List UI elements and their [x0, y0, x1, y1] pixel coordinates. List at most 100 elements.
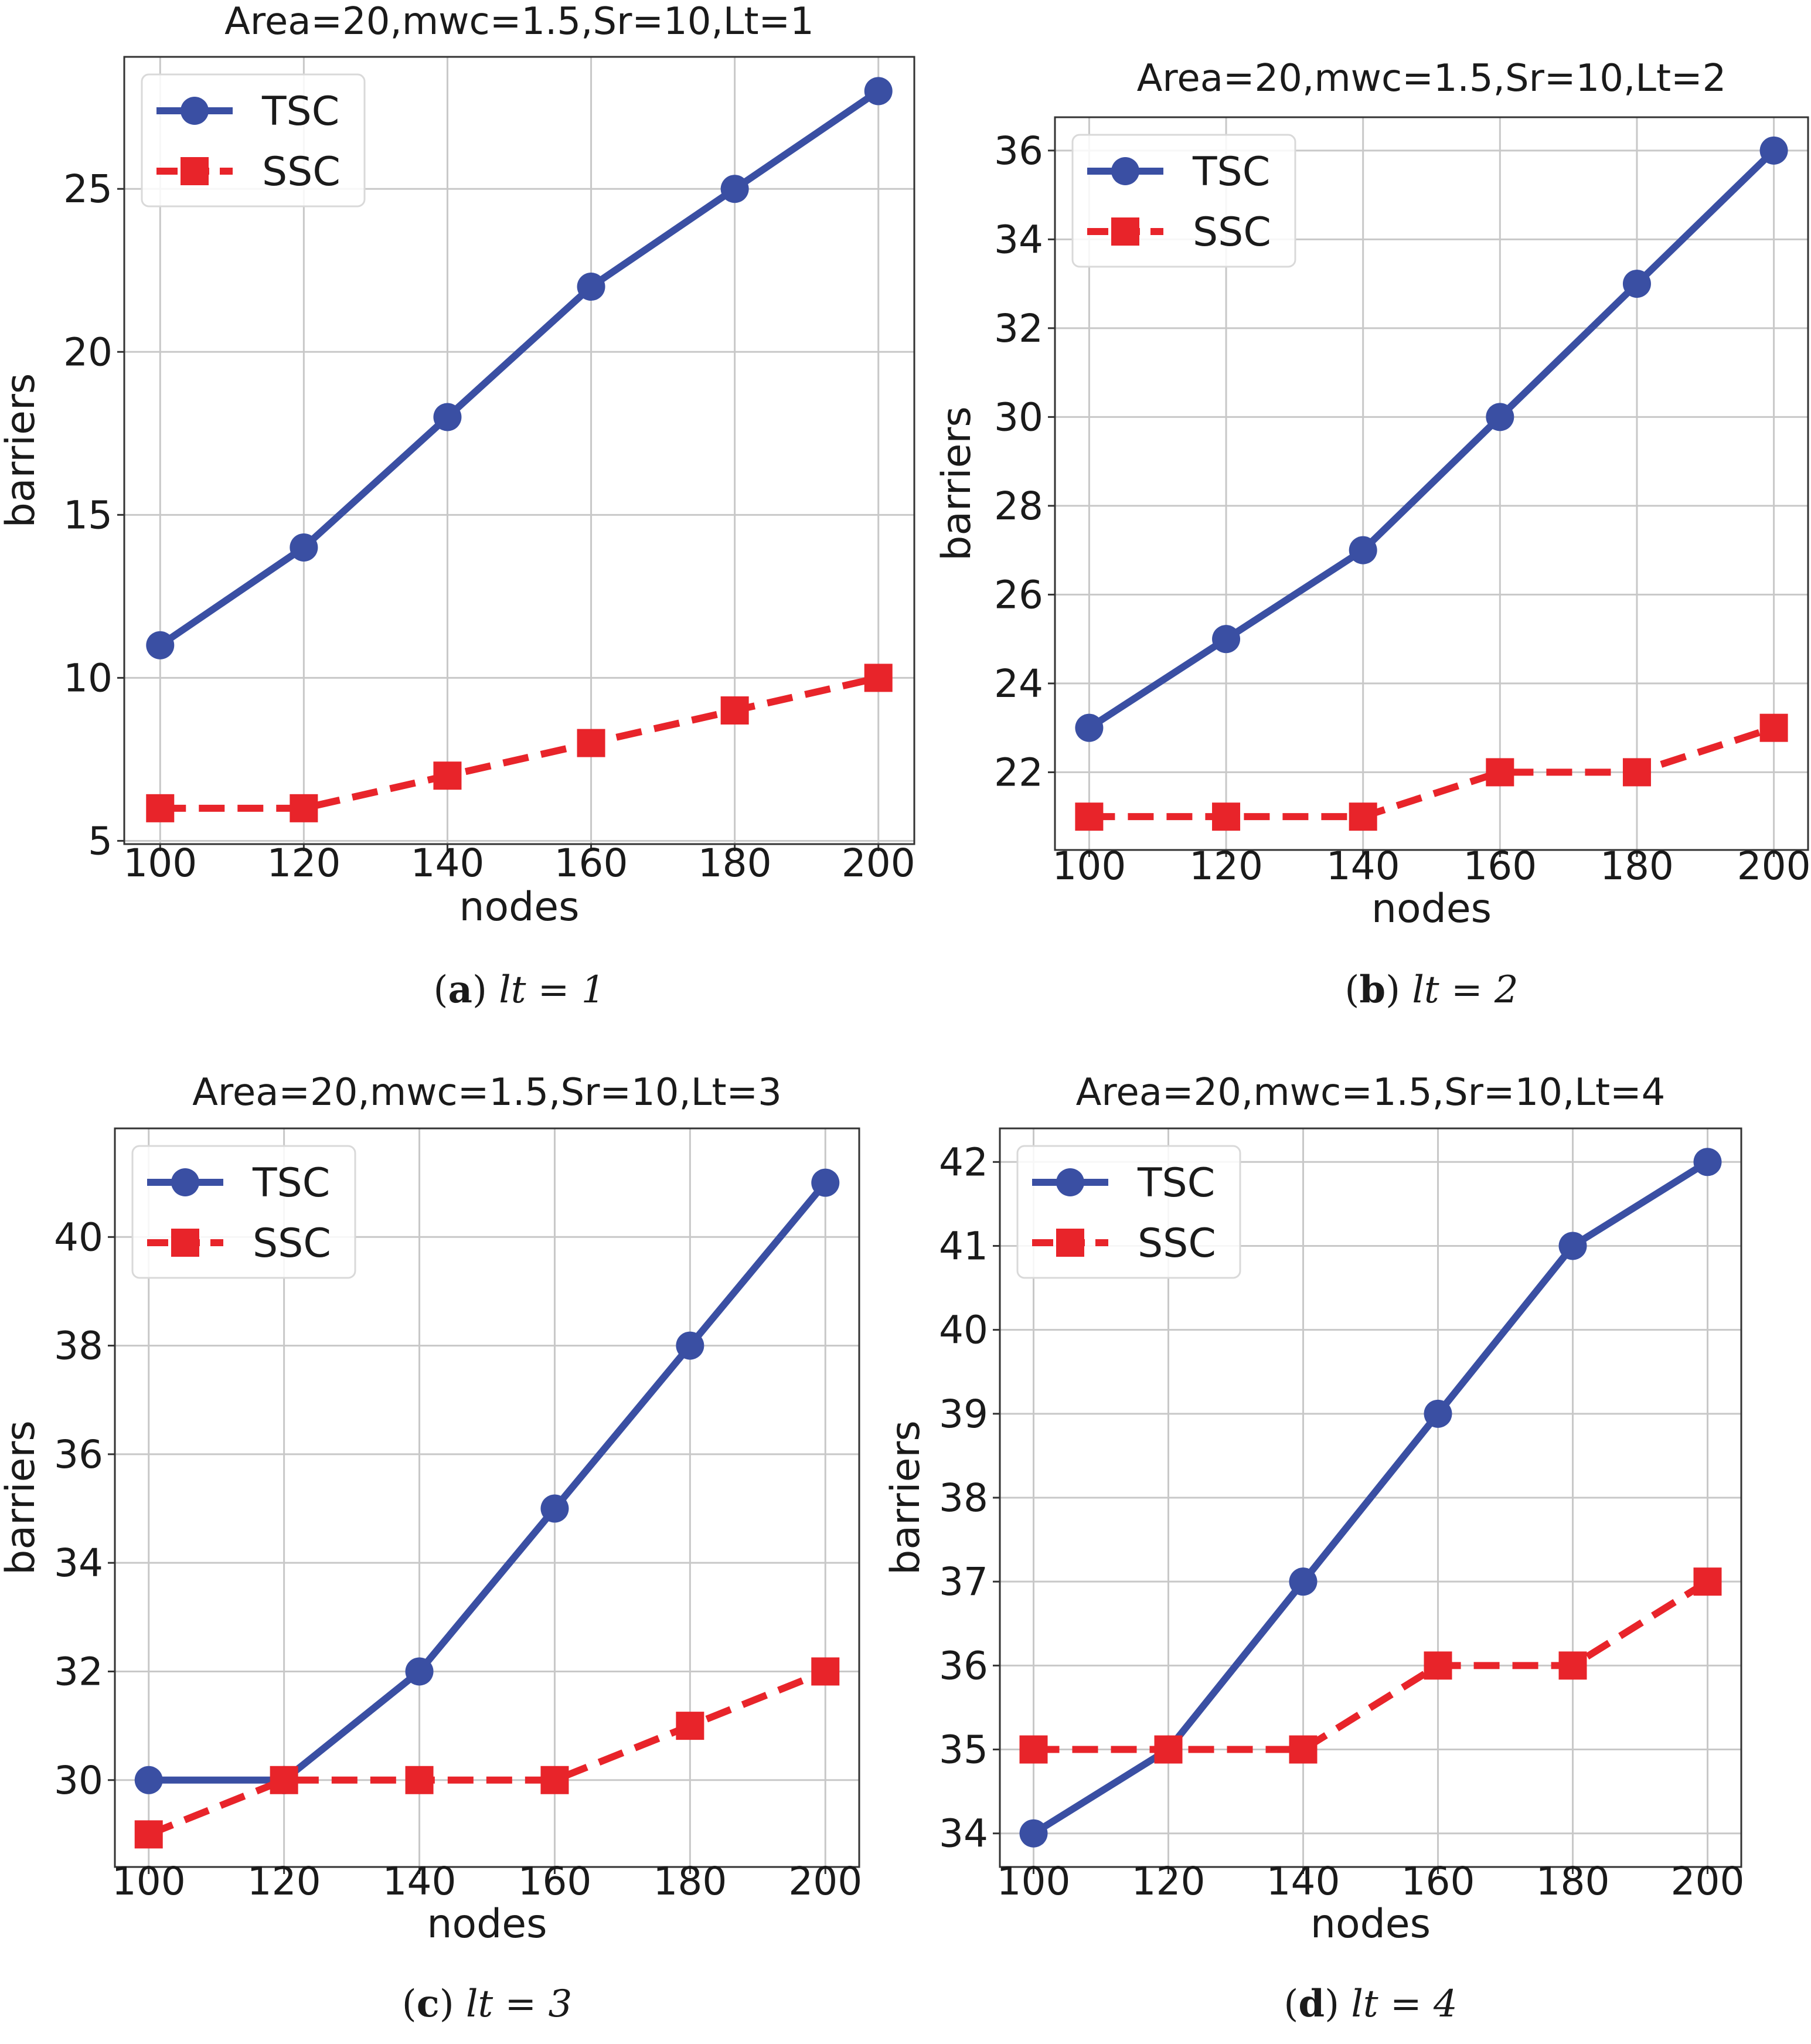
- chart-d: 100 120 140 160 180 200 34 35 36 37 38 39 40 41 42 Area…: [883, 1071, 1744, 2026]
- y-tick-label: 38: [939, 1475, 988, 1521]
- data-point-ssc: [405, 1766, 434, 1794]
- legend-marker-ssc: [1056, 1229, 1084, 1257]
- x-tick-label: 120: [247, 1859, 321, 1904]
- subfigure-caption: (a) lt = 1: [434, 968, 605, 1012]
- y-tick-label: 40: [54, 1215, 103, 1260]
- data-point-tsc: [540, 1494, 569, 1523]
- data-point-ssc: [1019, 1735, 1048, 1764]
- series-line-ssc: [147, 1668, 827, 1838]
- legend-marker-tsc: [181, 97, 209, 125]
- data-point-ssc: [720, 696, 749, 725]
- data-point-ssc: [540, 1766, 569, 1794]
- legend-marker-tsc: [171, 1168, 199, 1196]
- data-point-tsc: [720, 175, 749, 203]
- legend-marker-tsc: [1056, 1168, 1084, 1196]
- data-point-ssc: [1759, 713, 1788, 742]
- caption-letter: c: [417, 1982, 440, 2026]
- y-tick-label: 5: [88, 818, 113, 863]
- y-tick-label: 32: [994, 306, 1043, 351]
- series-line-ssc: [160, 674, 880, 812]
- data-point-tsc: [1693, 1148, 1722, 1176]
- y-tick-label: 36: [54, 1432, 103, 1477]
- legend-label-tsc: TSC: [1192, 149, 1270, 195]
- legend-label-ssc: SSC: [1138, 1220, 1216, 1267]
- series-line-tsc: [1032, 1159, 1710, 1836]
- x-tick-label: 140: [383, 1859, 457, 1904]
- y-tick-label: 25: [63, 166, 113, 212]
- data-point-tsc: [134, 1766, 163, 1794]
- data-point-ssc: [1349, 802, 1377, 831]
- chart-c: 100 120 140 160 180 200 30 32 34 36 38 40 Area=20,mw…: [0, 1071, 862, 2026]
- legend: TSC SSC: [141, 73, 366, 208]
- x-tick-label: 120: [267, 841, 341, 886]
- x-tick-label: 180: [1600, 844, 1674, 889]
- y-axis-label: barriers: [0, 373, 44, 528]
- data-point-ssc: [1486, 758, 1514, 787]
- data-point-tsc: [146, 631, 175, 659]
- y-tick-label: 30: [54, 1758, 103, 1803]
- x-tick-label: 100: [1052, 844, 1126, 889]
- caption-expression: lt = 3: [466, 1982, 572, 2026]
- subfigure-caption: (c) lt = 3: [402, 1982, 572, 2026]
- data-point-tsc: [1212, 625, 1241, 654]
- y-tick-label: 40: [939, 1308, 988, 1353]
- data-point-ssc: [146, 794, 175, 822]
- data-point-tsc: [864, 77, 893, 106]
- data-point-ssc: [1558, 1651, 1587, 1680]
- chart-b: 100 120 140 160 180 200 22 24 26 28 30 32 34 36 Area=2…: [934, 57, 1811, 1012]
- y-tick-label: 20: [63, 329, 113, 375]
- legend-label-ssc: SSC: [262, 149, 341, 195]
- data-point-tsc: [1759, 136, 1788, 165]
- caption-paren-close: ): [1386, 968, 1412, 1012]
- data-point-tsc: [405, 1657, 434, 1686]
- caption-expression: lt = 2: [1412, 968, 1518, 1012]
- caption-paren-close: ): [472, 968, 499, 1012]
- y-tick-label: 34: [939, 1811, 988, 1856]
- legend-label-tsc: TSC: [261, 89, 339, 135]
- x-tick-label: 120: [1189, 844, 1263, 889]
- x-tick-label: 140: [410, 841, 484, 886]
- legend-label-tsc: TSC: [252, 1160, 330, 1206]
- data-point-ssc: [1622, 758, 1651, 787]
- series-line-tsc: [158, 88, 881, 648]
- data-point-tsc: [1289, 1567, 1318, 1596]
- x-tick-label: 120: [1132, 1859, 1206, 1904]
- chart-title: Area=20,mwc=1.5,Sr=10,Lt=1: [224, 0, 814, 43]
- x-tick-label: 140: [1326, 844, 1400, 889]
- data-point-tsc: [1558, 1232, 1587, 1260]
- legend: TSC SSC: [131, 1145, 356, 1279]
- data-point-tsc: [1424, 1399, 1452, 1428]
- data-point-tsc: [1019, 1819, 1048, 1848]
- x-axis-label: nodes: [459, 884, 579, 930]
- x-tick-label: 160: [1463, 844, 1537, 889]
- caption-letter: a: [448, 968, 472, 1012]
- chart-a: 100 120 140 160 180 200 5 10 15 20 25 Area=20,mwc=1…: [0, 0, 915, 1012]
- data-point-tsc: [577, 273, 605, 301]
- y-tick-label: 26: [994, 572, 1043, 617]
- series-line-ssc: [1033, 1579, 1710, 1753]
- x-tick-label: 160: [554, 841, 628, 886]
- data-point-ssc: [1424, 1651, 1452, 1680]
- caption-paren-open: (: [1284, 1982, 1298, 2026]
- data-point-tsc: [1349, 536, 1377, 564]
- caption-paren-open: (: [402, 1982, 417, 2026]
- series-line-tsc: [148, 1180, 828, 1784]
- data-point-ssc: [577, 729, 605, 757]
- subfigure-caption: (d) lt = 4: [1284, 1982, 1457, 2026]
- subfigure-caption: (b) lt = 2: [1344, 968, 1518, 1012]
- y-axis-label: barriers: [934, 406, 980, 561]
- y-tick-label: 36: [994, 128, 1043, 174]
- x-tick-label: 100: [112, 1859, 186, 1904]
- x-tick-label: 180: [653, 1859, 727, 1904]
- y-axis-label: barriers: [883, 1420, 929, 1575]
- chart-title: Area=20,mwc=1.5,Sr=10,Lt=3: [192, 1071, 782, 1114]
- data-point-ssc: [1693, 1567, 1722, 1596]
- caption-paren-close: ): [1325, 1982, 1351, 2026]
- x-axis-label: nodes: [1310, 1901, 1431, 1947]
- y-tick-label: 30: [994, 394, 1043, 440]
- x-tick-label: 100: [997, 1859, 1071, 1904]
- caption-expression: lt = 4: [1351, 1982, 1457, 2026]
- data-point-ssc: [676, 1712, 704, 1740]
- plot-frame: [114, 1127, 860, 1868]
- y-tick-label: 38: [54, 1324, 103, 1369]
